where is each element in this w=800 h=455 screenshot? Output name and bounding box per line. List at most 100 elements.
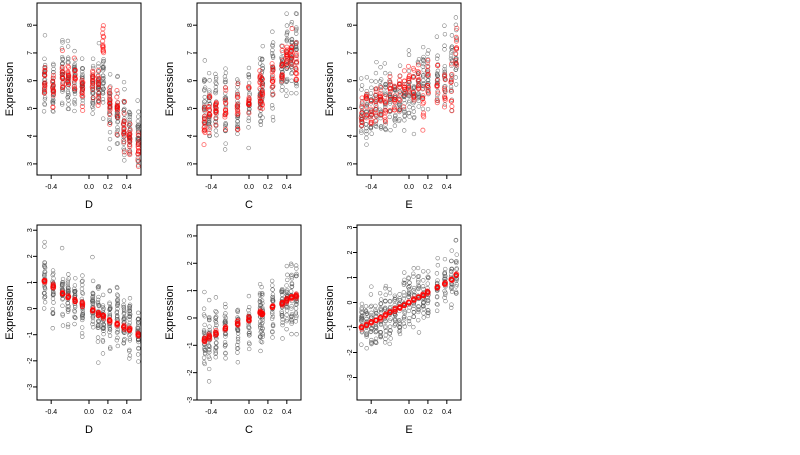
- fitted-point: [415, 83, 422, 89]
- x-tick-label: 0.4: [282, 184, 292, 191]
- fitted-point: [213, 115, 219, 121]
- fitted-point: [223, 107, 229, 113]
- fitted-point: [100, 48, 107, 54]
- data-point: [434, 308, 440, 313]
- data-point: [406, 276, 411, 281]
- data-point: [383, 70, 388, 76]
- data-point: [421, 315, 426, 320]
- data-point: [101, 331, 106, 337]
- fitted-point: [378, 96, 384, 102]
- observed-series: [41, 239, 141, 365]
- data-point: [206, 348, 212, 353]
- fitted-point: [383, 100, 389, 106]
- fitted-point: [120, 121, 126, 127]
- data-point: [246, 115, 252, 121]
- data-point: [373, 307, 378, 313]
- data-point: [435, 302, 440, 307]
- data-point: [425, 106, 431, 112]
- fitted-point: [207, 112, 213, 118]
- y-tick-label: 5: [347, 106, 354, 110]
- fitted-point: [127, 327, 133, 333]
- data-point: [416, 304, 421, 309]
- fitted-point: [415, 85, 421, 91]
- data-point: [95, 339, 101, 344]
- fitted-point: [372, 118, 378, 124]
- fitted-point: [293, 56, 299, 62]
- data-point: [412, 290, 417, 295]
- data-point: [80, 317, 85, 323]
- y-tick-label: 8: [27, 23, 34, 27]
- fitted-point: [201, 142, 207, 148]
- data-point: [115, 292, 120, 297]
- data-point: [270, 287, 275, 292]
- fitted-point: [283, 60, 289, 67]
- data-point: [364, 346, 369, 351]
- data-point: [294, 53, 299, 59]
- fitted-point: [279, 71, 285, 78]
- fitted-point: [420, 101, 426, 107]
- data-point: [90, 290, 95, 296]
- x-axis-title: E: [405, 424, 412, 436]
- fitted-point: [100, 313, 106, 319]
- fitted-point: [234, 92, 240, 98]
- data-point: [246, 80, 252, 86]
- fitted-point: [425, 57, 431, 64]
- data-point: [449, 248, 454, 253]
- data-point: [284, 11, 289, 16]
- fitted-point: [223, 85, 229, 91]
- fitted-point: [279, 74, 285, 80]
- data-point: [293, 42, 299, 48]
- data-point: [65, 44, 71, 49]
- data-point: [107, 136, 113, 142]
- data-point: [411, 324, 416, 330]
- data-point: [359, 301, 365, 307]
- data-point: [397, 296, 402, 301]
- data-point: [416, 98, 421, 104]
- plot-frame: [196, 224, 302, 401]
- fitted-point: [96, 76, 102, 82]
- data-point: [41, 306, 47, 311]
- data-point: [270, 329, 275, 334]
- fitted-point: [65, 73, 71, 79]
- data-point: [80, 66, 85, 71]
- data-point: [382, 340, 388, 345]
- fitted-point: [397, 304, 403, 311]
- fitted-point: [363, 104, 369, 110]
- data-point: [246, 331, 252, 336]
- fitted-point: [235, 81, 241, 87]
- data-point: [121, 307, 127, 312]
- data-point: [288, 261, 294, 267]
- fitted-point: [435, 62, 441, 68]
- data-point: [122, 86, 127, 92]
- x-tick-label: 0.4: [442, 184, 452, 191]
- x-tick-label: 0.4: [122, 409, 132, 416]
- fitted-point: [257, 105, 263, 111]
- data-point: [387, 71, 393, 76]
- data-point: [434, 301, 440, 307]
- data-point: [101, 75, 106, 81]
- data-point: [202, 85, 208, 90]
- fitted-point: [270, 67, 276, 73]
- data-point: [65, 106, 71, 112]
- data-point: [122, 317, 127, 322]
- fitted-point: [442, 281, 448, 287]
- fitted-point: [416, 77, 422, 83]
- fitted-point: [41, 278, 47, 284]
- data-point: [378, 109, 384, 114]
- data-point: [411, 106, 416, 111]
- data-point: [90, 301, 96, 306]
- data-point: [50, 311, 56, 316]
- data-point: [95, 318, 101, 324]
- data-point: [235, 360, 241, 365]
- panel-top-left: -0.4 0.0 0.2 0.4 D 3 4 5 6 7 8 Expression: [4, 2, 142, 211]
- data-point: [364, 135, 369, 141]
- y-tick-label: -2: [187, 369, 194, 375]
- fitted-point: [71, 84, 77, 90]
- data-point: [270, 42, 275, 48]
- fitted-point: [284, 58, 290, 64]
- fitted-point: [269, 64, 276, 70]
- y-tick-label: 6: [187, 79, 194, 83]
- x-tick-label: -0.4: [205, 184, 217, 191]
- data-point: [393, 112, 398, 118]
